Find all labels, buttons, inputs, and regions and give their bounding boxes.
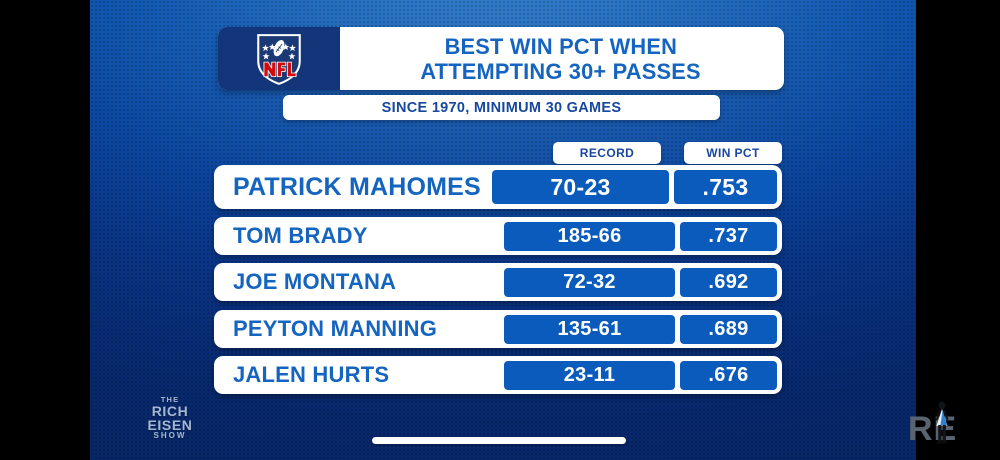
win-pct-value: .753 (674, 170, 777, 204)
show-logo-rich: RICH (151, 402, 189, 419)
title-bar: BEST WIN PCT WHEN ATTEMPTING 30+ PASSES (218, 27, 784, 90)
title-line-1: BEST WIN PCT WHEN (444, 33, 678, 59)
show-logo-the: THE (160, 395, 180, 404)
record-value: 70-23 (492, 170, 669, 204)
column-header-record: RECORD (553, 142, 661, 164)
table-row: JALEN HURTS 23-11 .676 (214, 356, 782, 394)
win-pct-value: .676 (680, 360, 777, 390)
subtitle-text: SINCE 1970, MINIMUM 30 GAMES (381, 99, 622, 116)
record-value: 135-61 (504, 314, 675, 344)
table-row: TOM BRADY 185-66 .737 (214, 217, 782, 255)
title-line-2: ATTEMPTING 30+ PASSES (420, 58, 702, 84)
win-pct-value: .737 (680, 221, 777, 251)
nfl-shield-icon (257, 33, 301, 85)
graphic-stage: BEST WIN PCT WHEN ATTEMPTING 30+ PASSES … (90, 0, 916, 460)
re-watermark-figure-icon (935, 401, 949, 444)
subtitle-bar: SINCE 1970, MINIMUM 30 GAMES (283, 95, 720, 120)
graphic-content: BEST WIN PCT WHEN ATTEMPTING 30+ PASSES … (90, 0, 916, 460)
show-logo-eisen: EISEN (147, 416, 193, 433)
table-row: PEYTON MANNING 135-61 .689 (214, 310, 782, 348)
player-name: JALEN HURTS (233, 362, 390, 387)
record-value: 185-66 (504, 221, 675, 251)
win-pct-value: .692 (680, 267, 777, 297)
table-row: JOE MONTANA 72-32 .692 (214, 263, 782, 301)
player-name: JOE MONTANA (233, 269, 397, 294)
table-row: PATRICK MAHOMES 70-23 .753 (214, 165, 782, 209)
show-logo-show: SHOW (153, 431, 187, 441)
record-value: 72-32 (504, 267, 675, 297)
re-watermark-logo: RE (908, 400, 984, 446)
record-value: 23-11 (504, 360, 675, 390)
nfl-logo-plate (218, 27, 340, 90)
player-name: TOM BRADY (233, 223, 368, 248)
rich-eisen-show-logo: THE RICH EISEN SHOW (139, 396, 201, 440)
player-name: PEYTON MANNING (233, 316, 438, 341)
bottom-accent-bar (372, 437, 626, 444)
title-text: BEST WIN PCT WHEN ATTEMPTING 30+ PASSES (340, 27, 784, 90)
win-pct-value: .689 (680, 314, 777, 344)
re-watermark-text: RE (908, 410, 958, 448)
column-header-win-pct: WIN PCT (684, 142, 782, 164)
player-name: PATRICK MAHOMES (233, 172, 481, 201)
